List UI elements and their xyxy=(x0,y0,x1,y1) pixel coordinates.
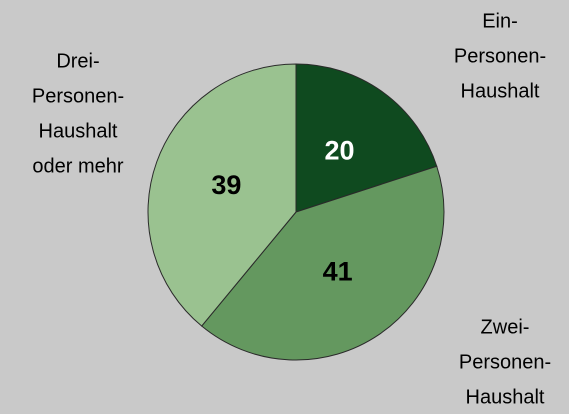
category-label: oder mehr xyxy=(32,155,123,177)
data-label: 41 xyxy=(323,256,353,286)
category-label: Personen- xyxy=(454,45,546,67)
category-label: Drei- xyxy=(56,50,99,72)
category-label: Haushalt xyxy=(461,80,540,102)
data-label: 20 xyxy=(324,135,354,165)
category-label: Zwei- xyxy=(481,316,530,338)
category-label: Haushalt xyxy=(466,386,545,408)
pie-slice xyxy=(295,63,438,213)
category-label: Personen- xyxy=(459,351,551,373)
category-label: Haushalt xyxy=(39,120,118,142)
pie-slice xyxy=(200,165,445,361)
data-label: 39 xyxy=(211,170,241,200)
pie-slice xyxy=(147,63,297,327)
category-label: Ein- xyxy=(482,10,518,32)
category-label: Personen- xyxy=(32,85,124,107)
